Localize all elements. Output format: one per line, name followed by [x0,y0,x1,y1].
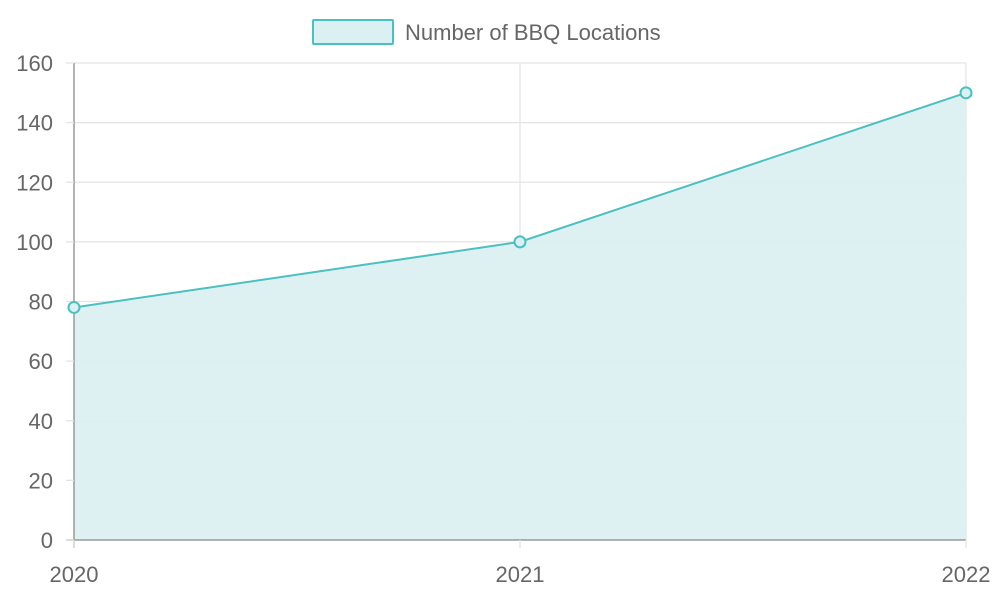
y-tick-label-2: 40 [29,409,53,434]
y-tick-label-7: 140 [16,111,53,136]
y-tick-label-4: 80 [29,290,53,315]
y-tick-label-8: 160 [16,51,53,76]
legend-swatch [312,19,394,45]
y-tick-label-6: 120 [16,170,53,195]
legend[interactable]: Number of BBQ Locations [312,19,661,45]
x-tick-label-0: 2020 [50,562,99,587]
data-point-2021[interactable] [513,235,527,249]
y-axis-ticks: 0 20 40 60 80 100 120 140 160 [16,51,74,553]
area-fill [74,92,966,540]
data-point-2022[interactable] [959,86,973,100]
x-tick-label-2: 2022 [942,562,991,587]
legend-label: Number of BBQ Locations [405,20,661,45]
data-points [67,86,973,314]
y-tick-label-0: 0 [41,528,53,553]
x-axis-ticks: 2020 2021 2022 [50,540,991,587]
y-tick-label-1: 20 [29,468,53,493]
y-tick-label-5: 100 [16,230,53,255]
y-tick-label-3: 60 [29,349,53,374]
data-point-2020[interactable] [67,300,81,314]
x-tick-label-1: 2021 [496,562,545,587]
